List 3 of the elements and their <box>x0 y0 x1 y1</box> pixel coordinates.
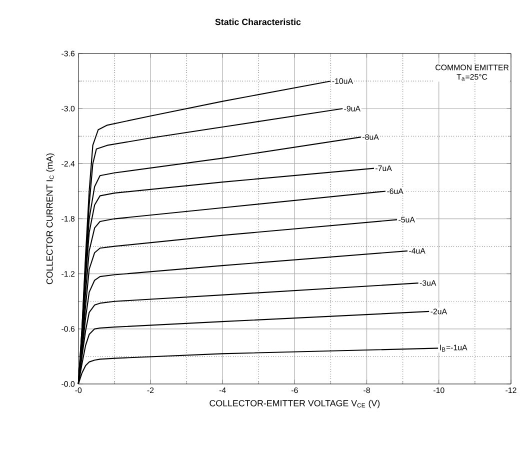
chart-title: Static Characteristic <box>215 18 301 25</box>
x-axis-title: COLLECTOR-EMITTER VOLTAGE V$_{CE}$ (V) <box>210 400 380 408</box>
y-axis-title: COLLECTOR CURRENT I$_{C}$ (mA) <box>46 153 54 284</box>
